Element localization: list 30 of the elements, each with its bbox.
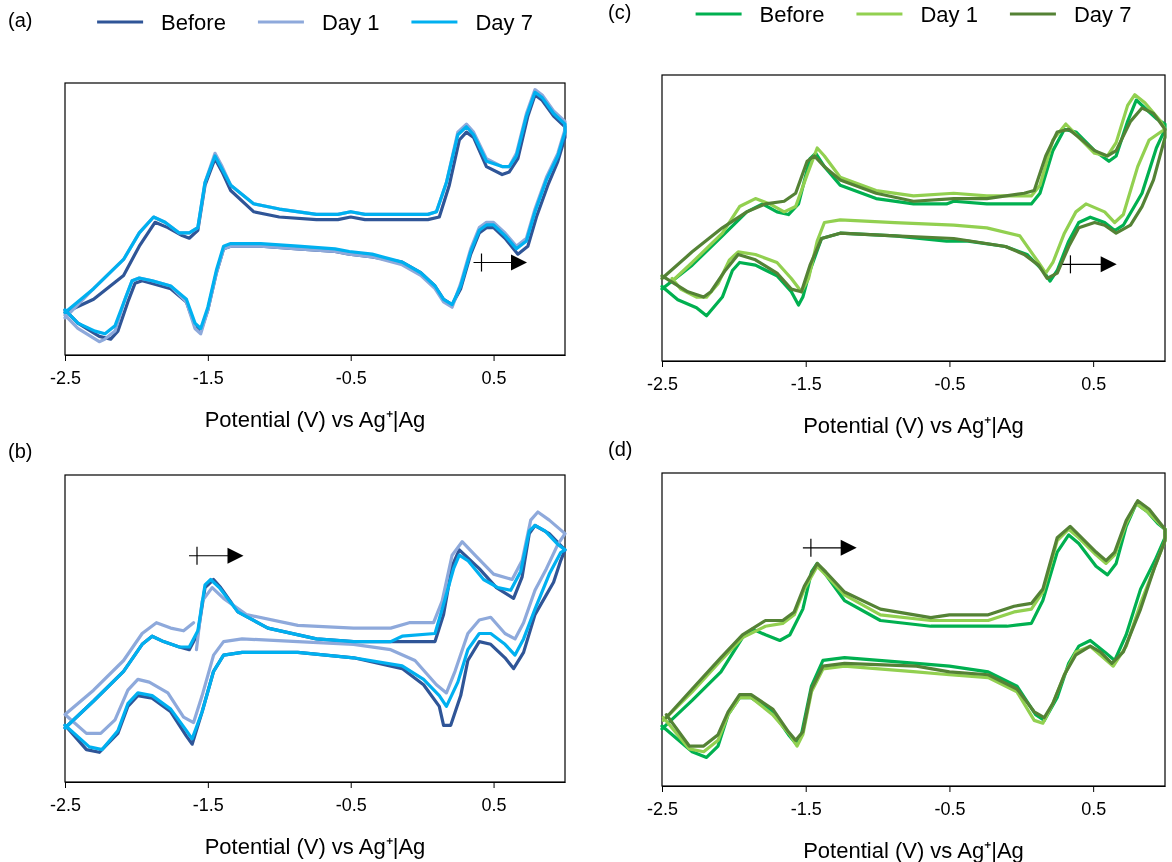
x-tick-label: 0.5 <box>1081 373 1107 394</box>
x-tick-label: -0.5 <box>335 367 367 388</box>
x-axis-title: Potential (V) vs Ag⁺|Ag <box>204 407 426 432</box>
legend-label: Before <box>161 10 226 35</box>
x-tick-label: 0.5 <box>481 794 507 815</box>
x-axis-title: Potential (V) vs Ag⁺|Ag <box>803 413 1024 438</box>
x-axis-title: Potential (V) vs Ag⁺|Ag <box>803 838 1024 862</box>
chart-title: (d) <box>608 438 633 460</box>
legend-label: Day 1 <box>321 10 380 35</box>
x-tick-label: -0.5 <box>934 373 966 394</box>
x-tick-label: -2.5 <box>646 798 679 819</box>
chart-title: (a) <box>8 9 33 31</box>
legend-label: Day 7 <box>475 10 533 35</box>
legend-label: Day 7 <box>1073 2 1132 27</box>
x-tick-label: -0.5 <box>335 794 367 815</box>
x-tick-label: 0.5 <box>481 367 507 388</box>
chart-title: (b) <box>8 440 33 462</box>
x-tick-label: -1.5 <box>790 798 822 819</box>
x-tick-label: -2.5 <box>49 794 82 815</box>
legend-label: Day 1 <box>920 2 978 27</box>
x-axis-title: Potential (V) vs Ag⁺|Ag <box>204 834 426 859</box>
chart-title: (c) <box>608 1 632 23</box>
x-tick-label: -1.5 <box>790 373 822 394</box>
x-tick-label: -2.5 <box>646 373 679 394</box>
legend-label: Before <box>759 2 825 27</box>
x-tick-label: 0.5 <box>1081 798 1107 819</box>
x-tick-label: -0.5 <box>934 798 966 819</box>
x-tick-label: -1.5 <box>192 794 224 815</box>
x-tick-label: -1.5 <box>192 367 224 388</box>
x-tick-label: -2.5 <box>49 367 82 388</box>
